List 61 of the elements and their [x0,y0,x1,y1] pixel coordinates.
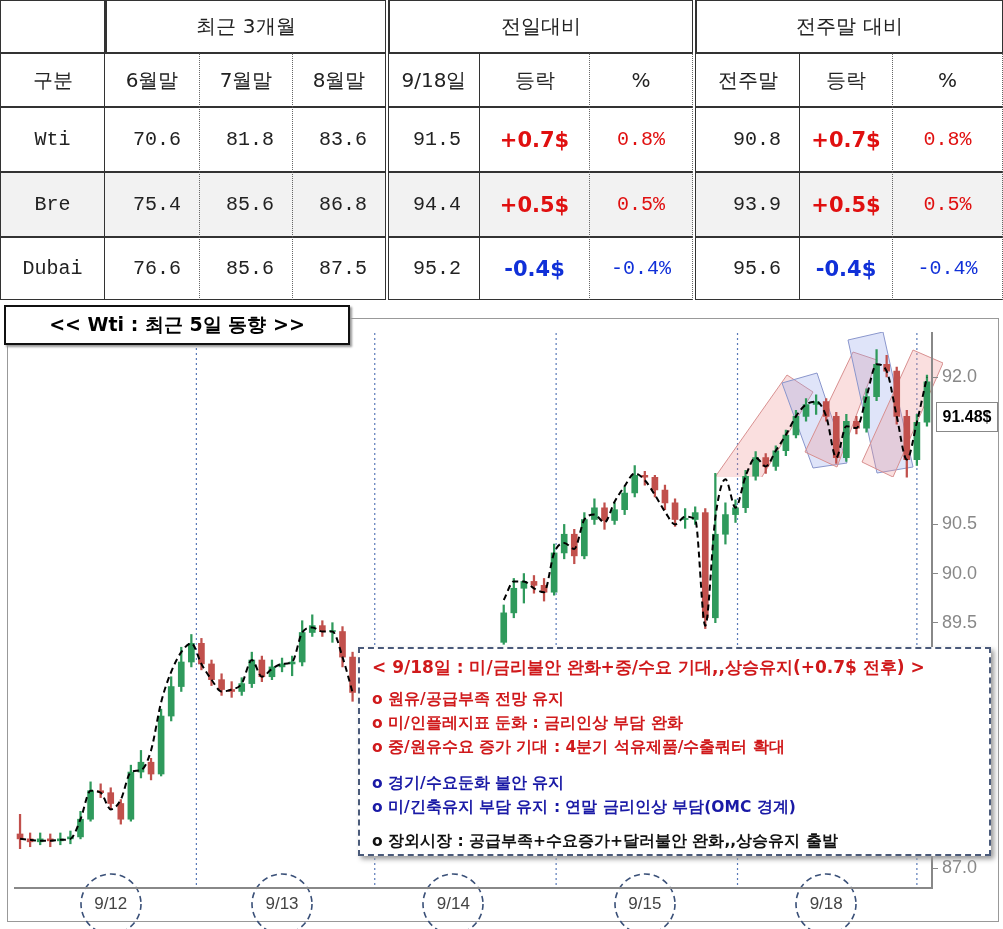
text: +0.5$ [800,172,893,237]
annotation: < 9/18일 : 미/금리불안 완화+중/수요 기대,,상승유지(+0.7$ 전후) > [372,656,926,678]
text: 91.48$ [936,402,998,432]
text: 8월말 [293,53,386,107]
text: 9/18일 [388,53,480,107]
text: +0.5$ [480,172,590,237]
text: 0.8% [893,107,1003,172]
text: -0.4$ [800,237,893,300]
text: 91.5 [388,107,480,172]
text: +0.7$ [800,107,893,172]
text: 0.5% [893,172,1003,237]
text: 70.6 [105,107,200,172]
text: -0.4$ [480,237,590,300]
text: 등락 [480,53,590,107]
text: % [893,53,1003,107]
text: 85.6 [200,237,293,300]
text: 등락 [800,53,893,107]
x-tick-label: 9/15 [628,893,662,913]
annotation: o 미/인플레지표 둔화 : 금리인상 부담 완화 [372,713,684,734]
text: 최근 3개월 [105,0,386,53]
text: 85.6 [200,172,293,237]
annotation: o 미/긴축유지 부담 유지 : 연말 금리인상 부담(OMC 경계) [372,797,797,818]
text: 90.8 [695,107,800,172]
x-tick-label: 9/14 [436,893,470,913]
y-tick-label: 90.0 [942,562,978,583]
text: 83.6 [293,107,386,172]
annotation: o 장외시장 : 공급부족+수요증가+달러불안 완화,,상승유지 출발 [372,831,839,852]
x-tick-label: 9/13 [265,893,299,913]
text: 95.6 [695,237,800,300]
text: 전일대비 [388,0,693,53]
text: 7월말 [200,53,293,107]
text: 0.8% [590,107,693,172]
y-tick-label: 87.0 [942,857,978,878]
x-tick-label: 9/18 [809,893,843,913]
annotation: o 중/원유수요 증가 기대 : 4분기 석유제품/수출쿼터 확대 [372,737,786,758]
text: -0.4% [590,237,693,300]
text: 75.4 [105,172,200,237]
text: 0.5% [590,172,693,237]
text: 6월말 [105,53,200,107]
text: Dubai [0,237,105,300]
text: 86.8 [293,172,386,237]
text: % [590,53,693,107]
annotation: o 경기/수요둔화 불안 유지 [372,773,566,794]
text: -0.4% [893,237,1003,300]
y-tick-label: 89.5 [942,611,978,632]
text: 전주말 [695,53,800,107]
y-tick-label: 92.0 [942,365,978,386]
text: Wti [0,107,105,172]
text: 76.6 [105,237,200,300]
x-tick-label: 9/12 [94,893,128,913]
text: 87.5 [293,237,386,300]
text: 81.8 [200,107,293,172]
annotation: o 원유/공급부족 전망 유지 [372,689,566,710]
text: 94.4 [388,172,480,237]
text: +0.7$ [480,107,590,172]
text: Bre [0,172,105,237]
text: 95.2 [388,237,480,300]
text: 구분 [0,53,105,107]
y-tick-label: 90.5 [942,513,978,534]
text: 93.9 [695,172,800,237]
text: 전주말 대비 [695,0,1003,53]
